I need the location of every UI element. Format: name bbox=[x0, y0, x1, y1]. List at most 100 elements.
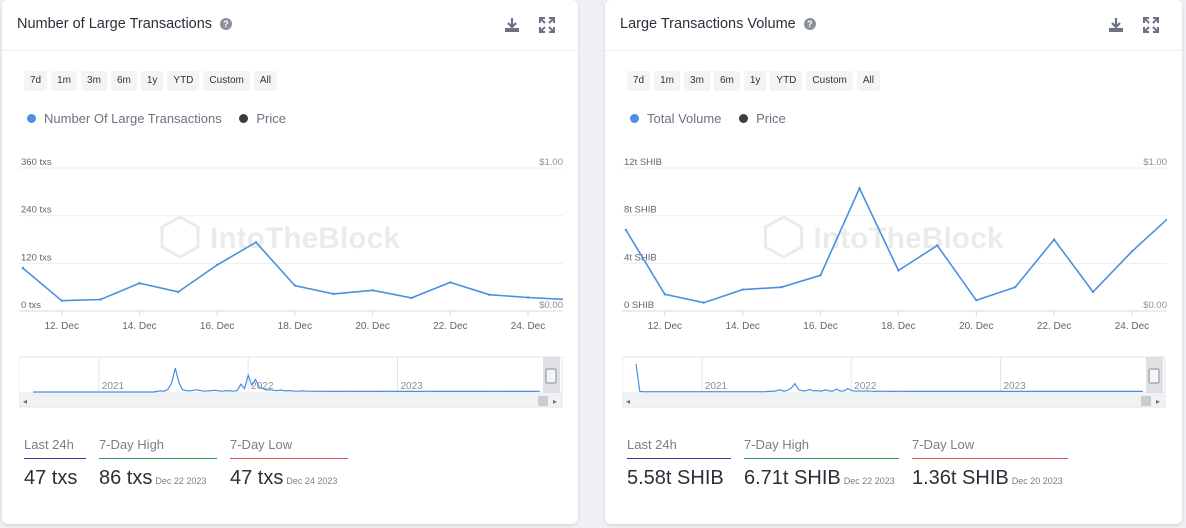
y-tick-label: 0 SHIB bbox=[624, 300, 654, 311]
y-tick-label: 120 txs bbox=[21, 252, 52, 263]
range-7d-button[interactable]: 7d bbox=[24, 71, 48, 91]
line-chart: IntoTheBlock 0 txs 120 txs 240 txs 360 txs $0… bbox=[19, 157, 568, 332]
data-point bbox=[449, 281, 452, 284]
data-point bbox=[819, 274, 822, 277]
data-point bbox=[177, 290, 180, 294]
x-tick-label: 12. Dec bbox=[45, 321, 79, 332]
navigator-handle bbox=[1148, 368, 1160, 384]
data-point bbox=[21, 266, 25, 270]
navigator-series bbox=[635, 363, 1143, 393]
navigator-frame bbox=[622, 356, 1166, 394]
data-point bbox=[975, 299, 978, 302]
legend-dot bbox=[239, 114, 249, 123]
x-tick-label: 24. Dec bbox=[1115, 321, 1149, 332]
chart-legend: Number Of Large Transactions Price bbox=[27, 111, 300, 126]
range-6m-button[interactable]: 6m bbox=[110, 71, 137, 91]
legend-item-series[interactable]: Number Of Large Transactions bbox=[27, 111, 222, 126]
x-tick-label: 22. Dec bbox=[433, 321, 467, 332]
data-point bbox=[741, 288, 744, 291]
card-header: Large Transactions Volume? bbox=[605, 0, 1182, 51]
data-point bbox=[936, 244, 939, 247]
watermark-hexagon bbox=[160, 215, 200, 259]
stat-label: Last 24h bbox=[627, 437, 731, 459]
help-icon[interactable]: ? bbox=[803, 18, 816, 30]
large-transactions-card: Number of Large Transactions? 7d 1m 3m 6m 1y… bbox=[2, 0, 578, 524]
stat-label: Last 24h bbox=[24, 437, 86, 459]
range-custom-button[interactable]: Custom bbox=[203, 71, 250, 91]
stat-7day-low: 7-Day Low 1.36t SHIB Dec 20 2023 bbox=[912, 437, 1068, 490]
y-tick-label: 0 txs bbox=[21, 300, 41, 311]
help-icon[interactable]: ? bbox=[220, 18, 233, 30]
range-1m-button[interactable]: 1m bbox=[654, 71, 681, 91]
range-1y-button[interactable]: 1y bbox=[743, 71, 767, 91]
x-tick-label: 16. Dec bbox=[803, 321, 837, 332]
data-point bbox=[780, 285, 783, 289]
legend-item-series[interactable]: Total Volume bbox=[630, 111, 721, 126]
fullscreen-icon[interactable] bbox=[538, 16, 556, 34]
download-icon[interactable] bbox=[503, 16, 521, 34]
year-label: 2022 bbox=[251, 381, 274, 392]
stat-date: Dec 20 2023 bbox=[1011, 476, 1063, 486]
data-point bbox=[332, 292, 335, 296]
data-point bbox=[897, 269, 900, 272]
data-point bbox=[624, 228, 628, 232]
range-6m-button[interactable]: 6m bbox=[713, 71, 740, 91]
navigator-handle bbox=[545, 368, 557, 384]
range-1m-button[interactable]: 1m bbox=[51, 71, 78, 91]
series-points bbox=[21, 241, 568, 302]
stat-7day-low: 7-Day Low 47 txs Dec 24 2023 bbox=[230, 437, 348, 490]
y-tick-label: 8t SHIB bbox=[624, 205, 657, 216]
stat-label: 7-Day Low bbox=[230, 437, 348, 459]
stat-7day-high: 7-Day High 6.71t SHIB Dec 22 2023 bbox=[744, 437, 899, 490]
legend-dot bbox=[739, 114, 749, 123]
card-title: Number of Large Transactions? bbox=[17, 16, 233, 32]
stat-value: 5.58t SHIB bbox=[627, 467, 724, 489]
data-point bbox=[566, 298, 568, 300]
year-label: 2022 bbox=[854, 381, 877, 392]
year-label: 2023 bbox=[1003, 381, 1026, 392]
range-3m-button[interactable]: 3m bbox=[81, 71, 107, 91]
x-tick-label: 22. Dec bbox=[1037, 321, 1071, 332]
data-point bbox=[371, 289, 374, 292]
range-7d-button[interactable]: 7d bbox=[627, 71, 651, 91]
data-point bbox=[60, 299, 63, 302]
data-point bbox=[526, 296, 530, 299]
fullscreen-icon[interactable] bbox=[1142, 16, 1160, 34]
scroll-left-icon: ◂ bbox=[23, 397, 27, 406]
stat-value: 47 txs bbox=[24, 467, 78, 489]
scrollbar-track bbox=[622, 394, 1166, 408]
watermark-logo: IntoTheBlock bbox=[160, 215, 400, 259]
scroll-right-icon: ▸ bbox=[1156, 397, 1160, 406]
card-header: Number of Large Transactions? bbox=[2, 0, 578, 51]
legend-item-price[interactable]: Price bbox=[239, 111, 286, 126]
x-tick-label: 20. Dec bbox=[959, 321, 993, 332]
stat-date: Dec 22 2023 bbox=[843, 476, 895, 486]
legend-dot bbox=[27, 114, 36, 123]
x-tick-label: 24. Dec bbox=[511, 321, 545, 332]
range-3m-button[interactable]: 3m bbox=[684, 71, 710, 91]
large-transactions-volume-card: Large Transactions Volume? 7d 1m 3m 6m 1y YTD… bbox=[605, 0, 1182, 524]
range-all-button[interactable]: All bbox=[253, 71, 277, 91]
range-ytd-button[interactable]: YTD bbox=[770, 71, 803, 91]
range-custom-button[interactable]: Custom bbox=[806, 71, 853, 91]
legend-label: Price bbox=[756, 111, 786, 126]
y-tick-label: 240 txs bbox=[21, 205, 52, 216]
x-tick-label: 18. Dec bbox=[278, 321, 312, 332]
x-tick-label: 16. Dec bbox=[200, 321, 234, 332]
navigator[interactable]: 2021 2022 2023 ◂ ▸ bbox=[622, 355, 1167, 411]
x-tick-label: 12. Dec bbox=[648, 321, 682, 332]
y-tick-label: 12t SHIB bbox=[624, 157, 662, 168]
download-icon[interactable] bbox=[1107, 16, 1125, 34]
navigator[interactable]: 2021 2022 2023 ◂ ▸ bbox=[19, 355, 564, 411]
data-point bbox=[1091, 290, 1095, 294]
legend-item-price[interactable]: Price bbox=[739, 111, 786, 126]
year-label: 2021 bbox=[705, 381, 728, 392]
x-tick-label: 14. Dec bbox=[122, 321, 156, 332]
y-tick-label: 4t SHIB bbox=[624, 252, 657, 263]
data-point bbox=[99, 298, 102, 301]
range-all-button[interactable]: All bbox=[856, 71, 880, 91]
navigator-frame bbox=[19, 356, 563, 394]
stat-7day-high: 7-Day High 86 txs Dec 22 2023 bbox=[99, 437, 217, 490]
range-1y-button[interactable]: 1y bbox=[140, 71, 164, 91]
range-ytd-button[interactable]: YTD bbox=[167, 71, 200, 91]
